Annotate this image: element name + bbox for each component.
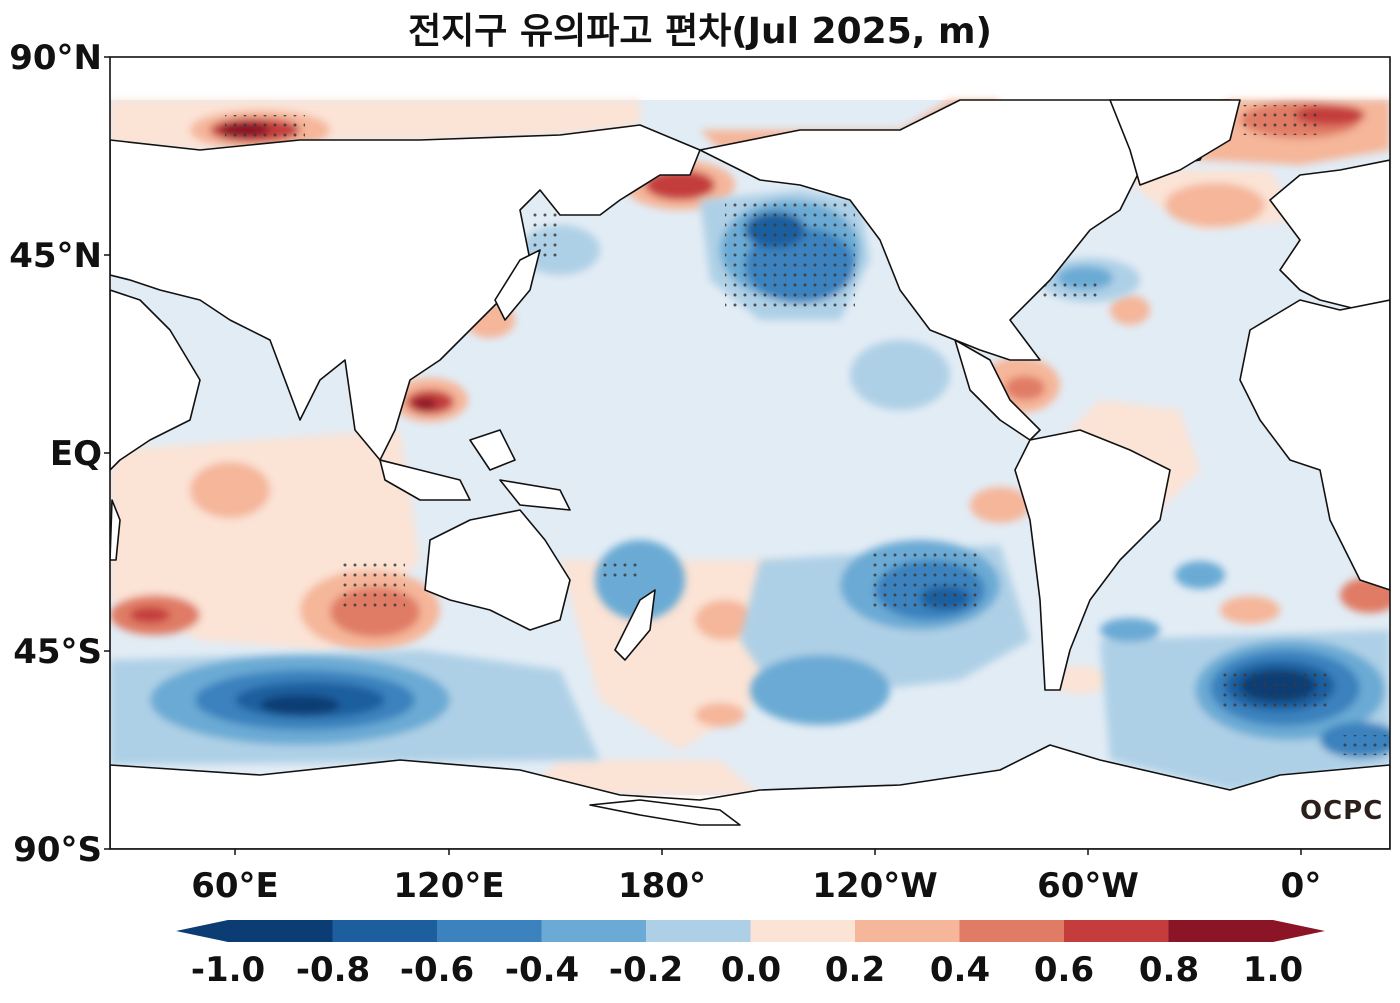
lat-label-45s: 45°S xyxy=(13,632,102,672)
significance-stippling xyxy=(225,105,1390,755)
lon-label-0: 0° xyxy=(1280,866,1322,906)
ocpc-logo: OCPC xyxy=(1300,796,1384,826)
colorbar-tick-label: -1.0 xyxy=(190,950,266,990)
colorbar-tick-label: 1.0 xyxy=(1242,950,1304,990)
colorbar-extend-max xyxy=(1273,920,1325,942)
map-area xyxy=(110,57,1390,849)
colorbar-tick-label: 0.2 xyxy=(824,950,886,990)
colorbar xyxy=(176,920,1325,942)
axis-ticks xyxy=(104,56,1302,855)
colorbar-tick-label: -0.4 xyxy=(504,950,580,990)
colorbar-swatch xyxy=(1168,920,1274,942)
colorbar-tick-label: 0.4 xyxy=(929,950,991,990)
colorbar-tick-label: -0.2 xyxy=(608,950,684,990)
colorbar-tick-label: 0.6 xyxy=(1033,950,1095,990)
colorbar-swatch xyxy=(1064,920,1169,942)
colorbar-swatch xyxy=(855,920,960,942)
colorbar-extend-min xyxy=(176,920,228,942)
colorbar-swatch xyxy=(750,920,856,942)
lon-label-120w: 120°W xyxy=(812,866,938,906)
lat-label-eq: EQ xyxy=(49,434,102,474)
land-masses xyxy=(110,99,1390,849)
colorbar-swatch xyxy=(228,920,333,942)
lat-label-90n: 90°N xyxy=(9,38,102,78)
map-title: 전지구 유의파고 편차(Jul 2025, m) xyxy=(408,11,992,52)
lon-label-60w: 60°W xyxy=(1037,866,1139,906)
colorbar-tick-label: 0.8 xyxy=(1138,950,1200,990)
colorbar-tick-label: -0.8 xyxy=(295,950,371,990)
lon-label-180: 180° xyxy=(618,866,706,906)
colorbar-tick-label: 0.0 xyxy=(720,950,782,990)
colorbar-swatch xyxy=(541,920,647,942)
colorbar-swatch xyxy=(646,920,751,942)
lon-label-120e: 120°E xyxy=(393,866,505,906)
lon-label-60e: 60°E xyxy=(191,866,279,906)
lat-label-45n: 45°N xyxy=(9,236,102,276)
colorbar-swatch xyxy=(959,920,1065,942)
colorbar-swatch xyxy=(332,920,438,942)
colorbar-swatch xyxy=(437,920,542,942)
colorbar-tick-label: -0.6 xyxy=(399,950,475,990)
lat-label-90s: 90°S xyxy=(13,830,102,870)
